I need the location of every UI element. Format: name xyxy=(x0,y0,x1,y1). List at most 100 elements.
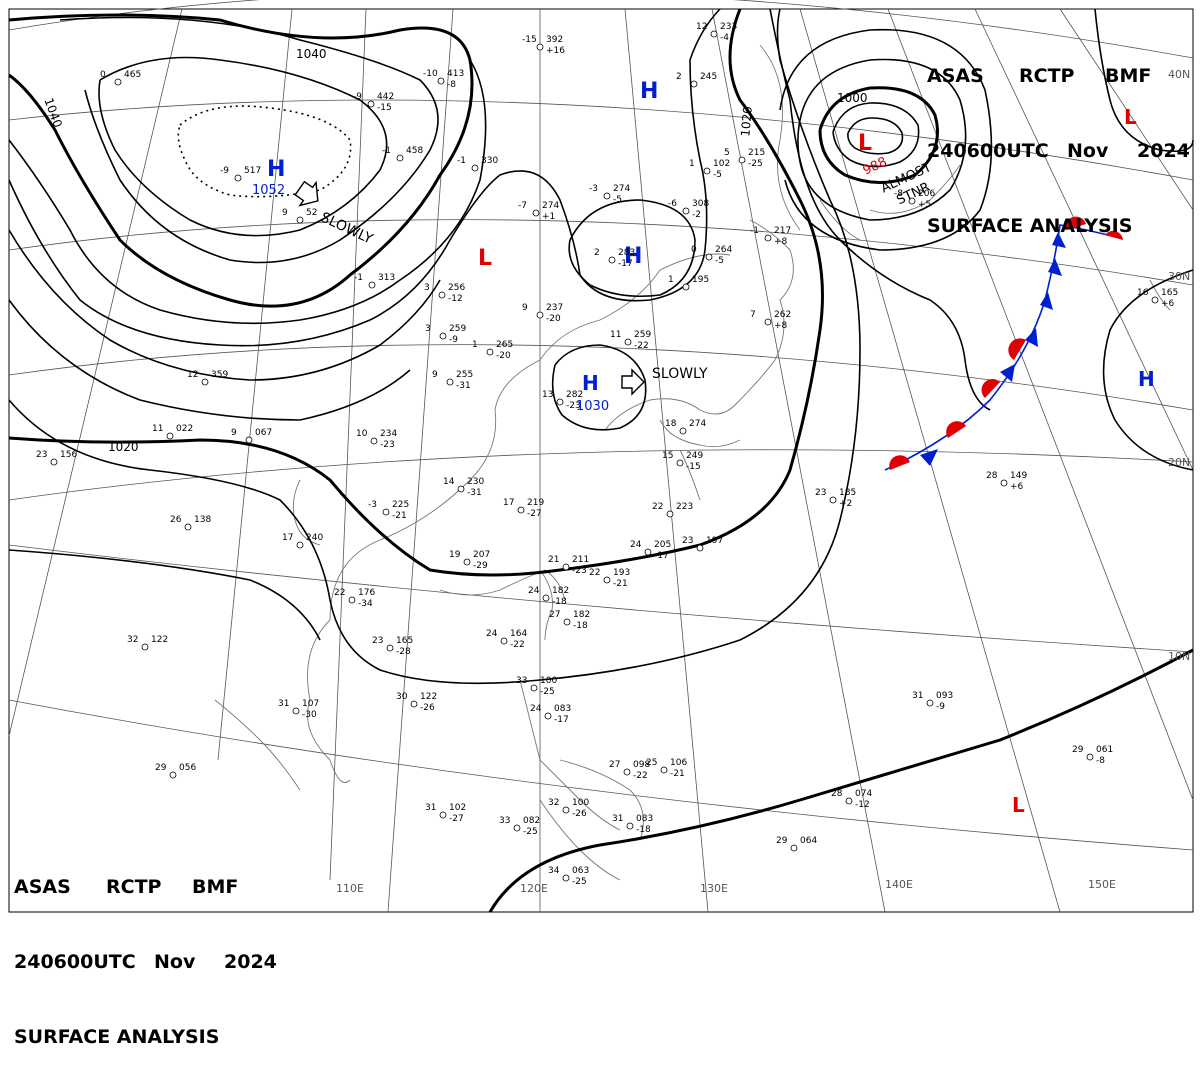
station-marker xyxy=(463,558,471,566)
front-line xyxy=(884,216,1123,471)
header-datetime: 240600UTC xyxy=(927,140,1049,162)
station-marker xyxy=(382,508,390,516)
station-marker xyxy=(705,253,713,261)
station-marker xyxy=(660,766,668,774)
station-marker xyxy=(666,510,674,518)
station-marker xyxy=(682,283,690,291)
header-agency: ASAS xyxy=(927,65,984,87)
station-marker xyxy=(908,197,916,205)
station-marker xyxy=(544,712,552,720)
station-marker xyxy=(682,207,690,215)
station-marker xyxy=(926,699,934,707)
station-marker xyxy=(438,291,446,299)
station-marker xyxy=(710,30,718,38)
station-marker xyxy=(563,618,571,626)
station-marker xyxy=(562,874,570,882)
weather-map: ASAS RCTP BMF 240600UTC Nov 2024 SURFACE… xyxy=(8,0,1194,1048)
footer-station: RCTP xyxy=(106,876,162,898)
station-marker xyxy=(1151,296,1159,304)
station-marker xyxy=(513,824,521,832)
header-office: BMF xyxy=(1105,65,1152,87)
map-border xyxy=(8,8,1194,913)
station-marker xyxy=(184,523,192,531)
header-product: SURFACE ANALYSIS xyxy=(927,215,1133,237)
station-marker xyxy=(386,644,394,652)
station-marker xyxy=(166,432,174,440)
parallel-lines xyxy=(8,0,1194,851)
station-marker xyxy=(245,436,253,444)
header-bottom: ASAS RCTP BMF 240600UTC Nov 2024 SURFACE… xyxy=(14,825,277,1075)
station-marker xyxy=(845,797,853,805)
footer-month: Nov xyxy=(154,951,196,973)
station-marker xyxy=(517,506,525,514)
station-marker xyxy=(348,596,356,604)
station-marker xyxy=(696,544,704,552)
station-marker xyxy=(370,437,378,445)
station-marker xyxy=(439,811,447,819)
station-marker xyxy=(367,100,375,108)
station-marker xyxy=(368,281,376,289)
station-marker xyxy=(764,318,772,326)
station-marker xyxy=(50,458,58,466)
station-marker xyxy=(738,156,746,164)
station-marker xyxy=(471,164,479,172)
station-marker xyxy=(703,167,711,175)
station-marker xyxy=(536,43,544,51)
station-marker xyxy=(457,485,465,493)
station-marker xyxy=(626,822,634,830)
isobar-1040 xyxy=(8,13,474,308)
header-year: 2024 xyxy=(1137,140,1190,162)
station-marker xyxy=(556,398,564,406)
station-marker xyxy=(679,427,687,435)
footer-product: SURFACE ANALYSIS xyxy=(14,1026,220,1048)
station-marker xyxy=(500,637,508,645)
station-marker xyxy=(608,256,616,264)
arrow-high-yellow-sea xyxy=(621,368,645,396)
station-marker xyxy=(141,643,149,651)
station-marker xyxy=(562,806,570,814)
station-marker xyxy=(764,234,772,242)
station-marker xyxy=(536,311,544,319)
footer-datetime: 240600UTC xyxy=(14,951,136,973)
station-marker xyxy=(446,378,454,386)
header-month: Nov xyxy=(1067,140,1109,162)
station-marker xyxy=(1000,479,1008,487)
station-marker xyxy=(603,192,611,200)
station-marker xyxy=(603,576,611,584)
header-station: RCTP xyxy=(1019,65,1075,87)
station-marker xyxy=(486,348,494,356)
station-marker xyxy=(790,844,798,852)
meridian-lines xyxy=(8,8,1194,913)
isobar-1020-west xyxy=(8,8,824,577)
motion-arrows xyxy=(294,180,645,396)
station-marker xyxy=(410,700,418,708)
station-marker xyxy=(234,174,242,182)
station-marker xyxy=(530,684,538,692)
footer-office: BMF xyxy=(192,876,239,898)
station-marker xyxy=(437,77,445,85)
station-marker xyxy=(396,154,404,162)
station-markers xyxy=(50,30,1159,882)
station-marker xyxy=(292,707,300,715)
station-marker xyxy=(542,594,550,602)
footer-year: 2024 xyxy=(224,951,277,973)
station-marker xyxy=(114,78,122,86)
station-marker xyxy=(623,768,631,776)
station-marker xyxy=(829,496,837,504)
station-marker xyxy=(296,541,304,549)
header-top: ASAS RCTP BMF 240600UTC Nov 2024 SURFACE… xyxy=(927,14,1190,264)
station-marker xyxy=(201,378,209,386)
station-marker xyxy=(644,548,652,556)
station-marker xyxy=(532,209,540,217)
station-marker xyxy=(439,332,447,340)
coastlines xyxy=(214,44,1171,881)
isobars xyxy=(8,8,1194,913)
station-marker xyxy=(169,771,177,779)
station-marker xyxy=(296,216,304,224)
footer-agency: ASAS xyxy=(14,876,71,898)
station-marker xyxy=(1086,753,1094,761)
arrow-high-mongolia xyxy=(294,180,319,207)
station-marker xyxy=(690,80,698,88)
station-marker xyxy=(676,459,684,467)
station-marker xyxy=(562,563,570,571)
